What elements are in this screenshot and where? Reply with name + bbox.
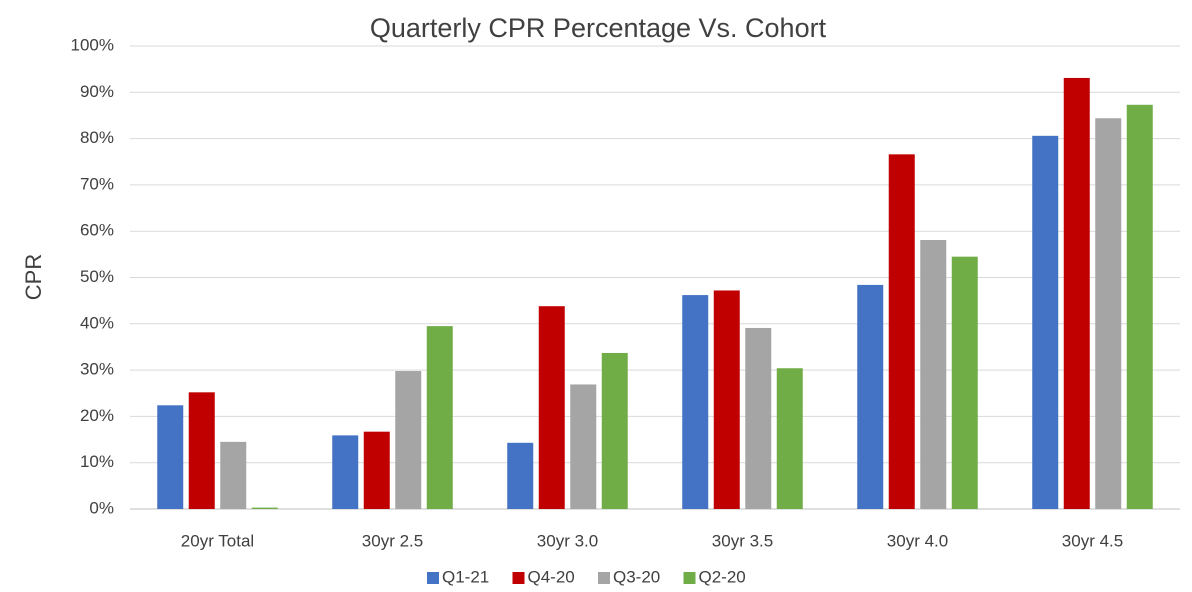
x-tick-label: 30yr 4.0 — [887, 531, 948, 550]
bar — [426, 326, 453, 509]
chart-title: Quarterly CPR Percentage Vs. Cohort — [370, 13, 827, 43]
bar — [1095, 118, 1122, 509]
legend-swatch — [683, 572, 696, 584]
y-tick-label: 100% — [71, 35, 114, 54]
x-tick-label: 30yr 3.5 — [712, 531, 773, 550]
bar — [363, 431, 390, 509]
y-tick-label: 0% — [89, 498, 114, 517]
bar — [1063, 77, 1090, 510]
bar — [251, 507, 278, 509]
bar — [1126, 104, 1153, 510]
legend-swatch — [598, 572, 610, 584]
legend-swatch — [512, 572, 525, 584]
bar — [538, 306, 565, 509]
bar — [395, 371, 422, 509]
bar — [888, 154, 915, 510]
y-tick-label: 30% — [80, 360, 114, 379]
y-tick-label: 80% — [80, 128, 114, 147]
bar — [682, 295, 709, 509]
bar — [507, 442, 534, 509]
y-axis-label: CPR — [21, 254, 46, 300]
bar — [745, 327, 772, 509]
y-tick-label: 20% — [80, 406, 114, 425]
bar — [1032, 135, 1059, 509]
x-tick-label: 20yr Total — [181, 531, 254, 550]
y-tick-label: 50% — [80, 267, 114, 286]
legend-swatch — [427, 572, 439, 584]
bar — [920, 239, 947, 509]
bar — [332, 435, 359, 509]
y-tick-label: 10% — [80, 452, 114, 471]
legend-label: Q4-20 — [528, 567, 575, 586]
x-tick-label: 30yr 4.5 — [1062, 531, 1123, 550]
y-tick-label: 90% — [80, 82, 114, 101]
legend-label: Q2-20 — [699, 567, 746, 586]
y-tick-label: 60% — [80, 221, 114, 240]
bar — [188, 392, 215, 509]
x-tick-label: 30yr 2.5 — [362, 531, 423, 550]
y-tick-label: 70% — [80, 174, 114, 193]
bar — [570, 384, 597, 509]
x-tick-label: 30yr 3.0 — [537, 531, 598, 550]
legend-label: Q3-20 — [613, 567, 660, 586]
bar — [857, 284, 884, 509]
bar — [776, 368, 803, 509]
legend-label: Q1-21 — [442, 567, 489, 586]
bar — [951, 256, 978, 509]
bar — [713, 290, 740, 509]
bar — [157, 405, 184, 509]
bar — [220, 441, 247, 509]
y-tick-label: 40% — [80, 313, 114, 332]
bar — [601, 352, 628, 509]
